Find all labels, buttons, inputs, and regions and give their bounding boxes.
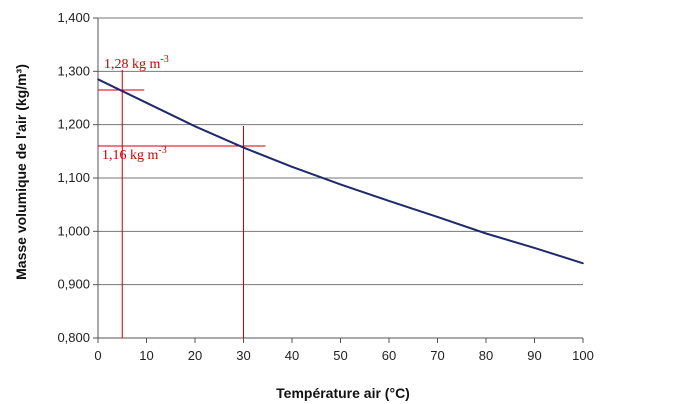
y-tick-label: 1,100 — [57, 170, 90, 185]
annotation-label: 1,28 kg m-3 — [104, 54, 169, 72]
y-tick-label: 1,300 — [57, 63, 90, 78]
data-point — [582, 262, 584, 265]
y-tick-labels: 0,800 0,900 1,000 1,100 1,200 1,300 1,400 — [57, 10, 90, 345]
x-tick-label: 80 — [479, 348, 493, 363]
x-tick-label: 100 — [572, 348, 594, 363]
annotation-labels: 1,28 kg m-3 1,16 kg m-3 — [102, 54, 169, 163]
y-tick-label: 1,000 — [57, 223, 90, 238]
x-tick-label: 0 — [94, 348, 101, 363]
x-tick-label: 50 — [333, 348, 347, 363]
data-point — [388, 200, 390, 202]
series-line — [97, 78, 584, 265]
data-point — [339, 183, 342, 186]
annotation-lines — [98, 70, 266, 338]
data-point — [97, 78, 99, 81]
gridlines — [98, 17, 583, 286]
x-tick-label: 30 — [236, 348, 250, 363]
x-tick-label: 90 — [527, 348, 541, 363]
data-point — [485, 232, 487, 235]
x-tick-labels: 0 10 20 30 40 50 60 70 80 90 100 — [94, 348, 593, 363]
data-point — [242, 146, 245, 149]
axes — [93, 17, 584, 343]
data-point — [436, 216, 439, 218]
data-point — [194, 125, 196, 128]
annotation-label: 1,16 kg m-3 — [102, 145, 167, 163]
data-point — [145, 102, 148, 104]
x-tick-label: 70 — [430, 348, 444, 363]
y-tick-label: 0,900 — [57, 277, 90, 292]
x-tick-label: 20 — [188, 348, 202, 363]
y-axis-title: Masse volumique de l'air (kg/m³) — [13, 64, 29, 280]
y-tick-label: 1,400 — [57, 10, 90, 25]
y-tick-label: 0,800 — [57, 330, 90, 345]
x-axis-title: Température air (°C) — [276, 385, 410, 401]
series-layer — [97, 78, 584, 265]
data-point — [533, 247, 536, 249]
data-point — [291, 166, 293, 168]
x-tick-label: 40 — [285, 348, 299, 363]
x-tick-label: 10 — [139, 348, 153, 363]
x-tick-label: 60 — [382, 348, 396, 363]
y-tick-label: 1,200 — [57, 117, 90, 132]
